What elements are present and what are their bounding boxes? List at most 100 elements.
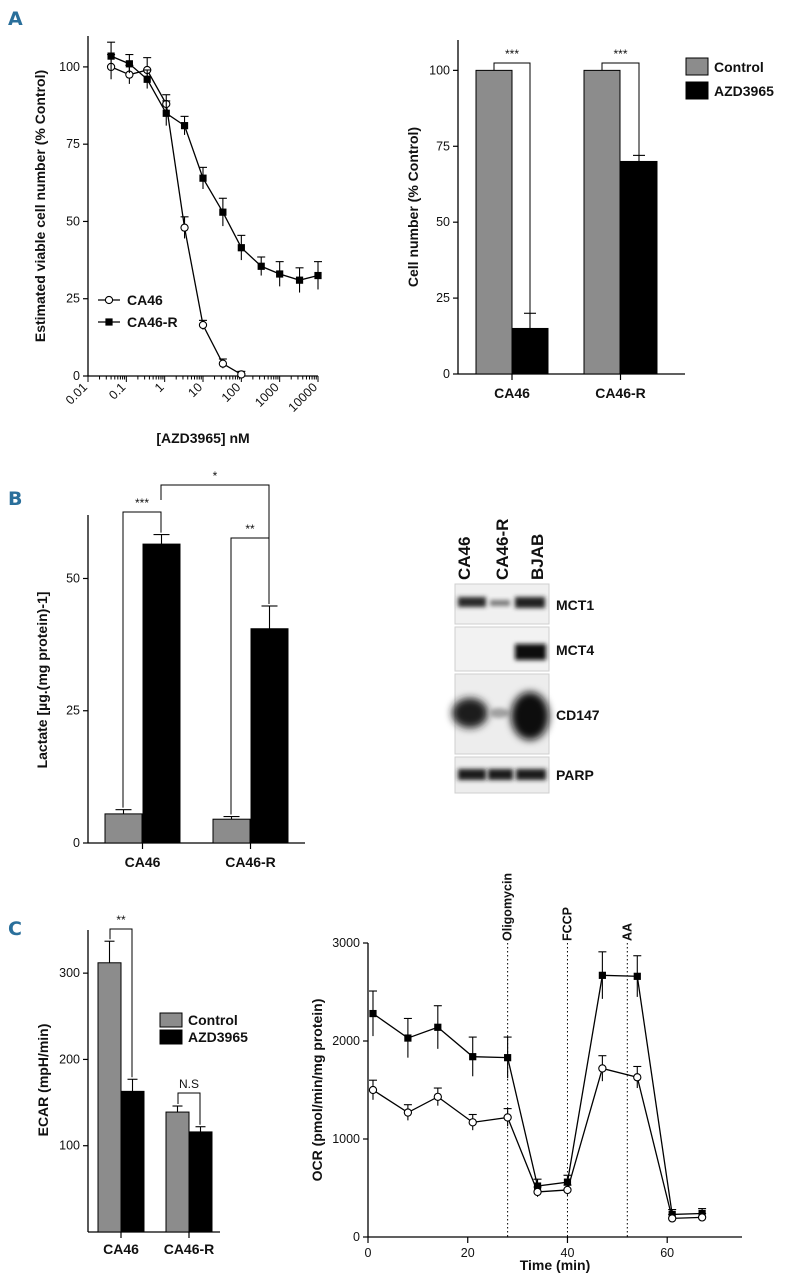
c1-bar xyxy=(97,962,122,1233)
b1-bar xyxy=(104,813,143,844)
c1-x-tick-label: CA46-R xyxy=(164,1241,215,1257)
a2-y-tick-label: 50 xyxy=(436,215,450,229)
a1-y-tick-label: 50 xyxy=(66,214,80,228)
a1-point xyxy=(198,320,208,330)
c2-point xyxy=(369,1009,377,1018)
a2-bar xyxy=(475,69,513,375)
a1-point xyxy=(219,208,227,216)
b1-bar xyxy=(142,543,181,844)
b1-bar xyxy=(212,818,251,844)
c2-x-tick-label: 40 xyxy=(561,1246,575,1260)
c1-significance-bracket-label: N.S xyxy=(179,1077,199,1091)
c2-x-tick-label: 60 xyxy=(660,1246,674,1260)
c1-legend-label: AZD3965 xyxy=(188,1029,248,1045)
a1-point xyxy=(276,270,284,278)
a2-significance-bracket-label: *** xyxy=(613,47,627,61)
c2-point xyxy=(468,1118,477,1127)
a2-bar xyxy=(511,327,549,375)
a1-point xyxy=(237,370,246,379)
c1-bar xyxy=(120,1090,145,1233)
a1-point xyxy=(257,262,265,270)
b1-x-tick-label: CA46 xyxy=(125,854,161,870)
a1-y-label: Estimated viable cell number (% Control) xyxy=(32,70,48,342)
c1-y-label: ECAR (mpH/min) xyxy=(35,1024,51,1137)
a1-y-tick-label: 0 xyxy=(73,369,80,383)
blot-band-cd147 xyxy=(452,673,550,755)
b1-significance-bracket-label: ** xyxy=(245,522,255,536)
b1-bar xyxy=(250,628,289,844)
blot-label-cd147: CD147 xyxy=(556,707,600,723)
a1-point xyxy=(143,75,151,83)
b1-y-tick-label: 50 xyxy=(66,571,80,585)
chart-a1-dose-response: 0 25 50 75 100 0.01 0.1 1 10 100 1000 10000 [AZD3965… xyxy=(32,36,322,446)
c2-point xyxy=(404,1034,412,1042)
a1-y-tick-label: 75 xyxy=(66,137,80,151)
a1-legend-label: CA46 xyxy=(127,292,163,308)
a1-legend-label: CA46-R xyxy=(127,314,178,330)
a1-point xyxy=(180,122,189,130)
c1-significance-bracket xyxy=(109,928,133,1078)
c2-y-tick-label: 2000 xyxy=(332,1034,360,1048)
c1-y-tick-label: 200 xyxy=(59,1052,80,1066)
c2-event-label: FCCP xyxy=(560,907,574,941)
a1-y-tick-label: 100 xyxy=(59,60,80,74)
chart-c2-ocr: 0 1000 2000 3000 0 20 40 60 Time (min) OCR (pmol/… xyxy=(309,873,742,1273)
c2-point xyxy=(503,1113,512,1122)
c2-point xyxy=(598,971,606,979)
c1-significance-bracket-label: ** xyxy=(116,913,126,927)
a2-y-tick-label: 25 xyxy=(436,291,450,305)
c2-y-label: OCR (pmol/min/mg protein) xyxy=(309,999,325,1182)
a1-x-tick-label: 1000 xyxy=(252,380,282,410)
a1-point xyxy=(295,276,304,284)
a2-significance-bracket-label: *** xyxy=(505,47,519,61)
b1-significance-bracket-label: * xyxy=(213,469,218,483)
a1-x-tick-label: 1 xyxy=(152,380,167,395)
c2-point xyxy=(598,1064,607,1073)
blot-label-mct1: MCT1 xyxy=(556,597,594,613)
c2-point xyxy=(434,1023,442,1031)
a2-legend-swatch xyxy=(685,81,709,100)
b1-y-label: Lactate [µg.(mg protein)-1] xyxy=(34,592,50,769)
c1-bar xyxy=(165,1111,190,1233)
a2-x-tick-label: CA46-R xyxy=(595,385,646,401)
c1-y-tick-label: 100 xyxy=(59,1139,80,1153)
c2-point xyxy=(533,1187,542,1197)
chart-c1-ecar: 100 200 300 ECAR (mpH/min) CA46 CA46-R ** N.S Co… xyxy=(35,913,248,1257)
c2-point xyxy=(368,1085,378,1095)
c2-point xyxy=(697,1213,707,1222)
c1-legend-swatch xyxy=(159,1012,183,1028)
a2-significance-bracket xyxy=(493,62,531,314)
c2-point xyxy=(403,1108,413,1117)
chart-a2-cell-number: 0 25 50 75 100 Cell number (% Control) CA46 CA4… xyxy=(405,40,774,401)
c1-legend-label: Control xyxy=(188,1012,238,1028)
a1-x-tick-label: 10 xyxy=(185,380,205,400)
a2-legend-label: Control xyxy=(714,59,764,75)
panel-letter-b: B xyxy=(8,488,22,510)
a2-legend-label: AZD3965 xyxy=(714,83,774,99)
b1-x-tick-label: CA46-R xyxy=(225,854,276,870)
a2-legend-swatch xyxy=(685,57,709,76)
a1-x-tick-label: 10000 xyxy=(286,380,321,415)
b1-significance-bracket xyxy=(230,537,270,815)
c2-x-label: Time (min) xyxy=(520,1257,591,1273)
blot-label-mct4: MCT4 xyxy=(556,642,594,658)
a1-x-tick-label: 100 xyxy=(219,380,244,405)
blot-col-ca46r: CA46-R xyxy=(493,519,512,580)
c2-event-label: AA xyxy=(620,923,634,941)
c2-point xyxy=(633,972,641,980)
c2-point xyxy=(469,1053,477,1061)
c2-x-tick-label: 0 xyxy=(365,1246,372,1260)
a1-point xyxy=(125,60,133,68)
c2-point xyxy=(633,1073,642,1082)
c2-series-line xyxy=(372,974,703,1216)
a1-legend-marker xyxy=(105,318,113,326)
a2-significance-bracket xyxy=(601,62,640,156)
c2-event-label: Oligomycin xyxy=(501,873,515,941)
b1-y-tick-label: 0 xyxy=(73,836,80,850)
b1-significance-bracket-label: *** xyxy=(135,496,149,510)
a2-bar xyxy=(620,160,658,375)
a1-x-tick-label: 0.01 xyxy=(63,380,90,407)
c2-point xyxy=(563,1185,572,1195)
c1-y-tick-label: 300 xyxy=(59,966,80,980)
